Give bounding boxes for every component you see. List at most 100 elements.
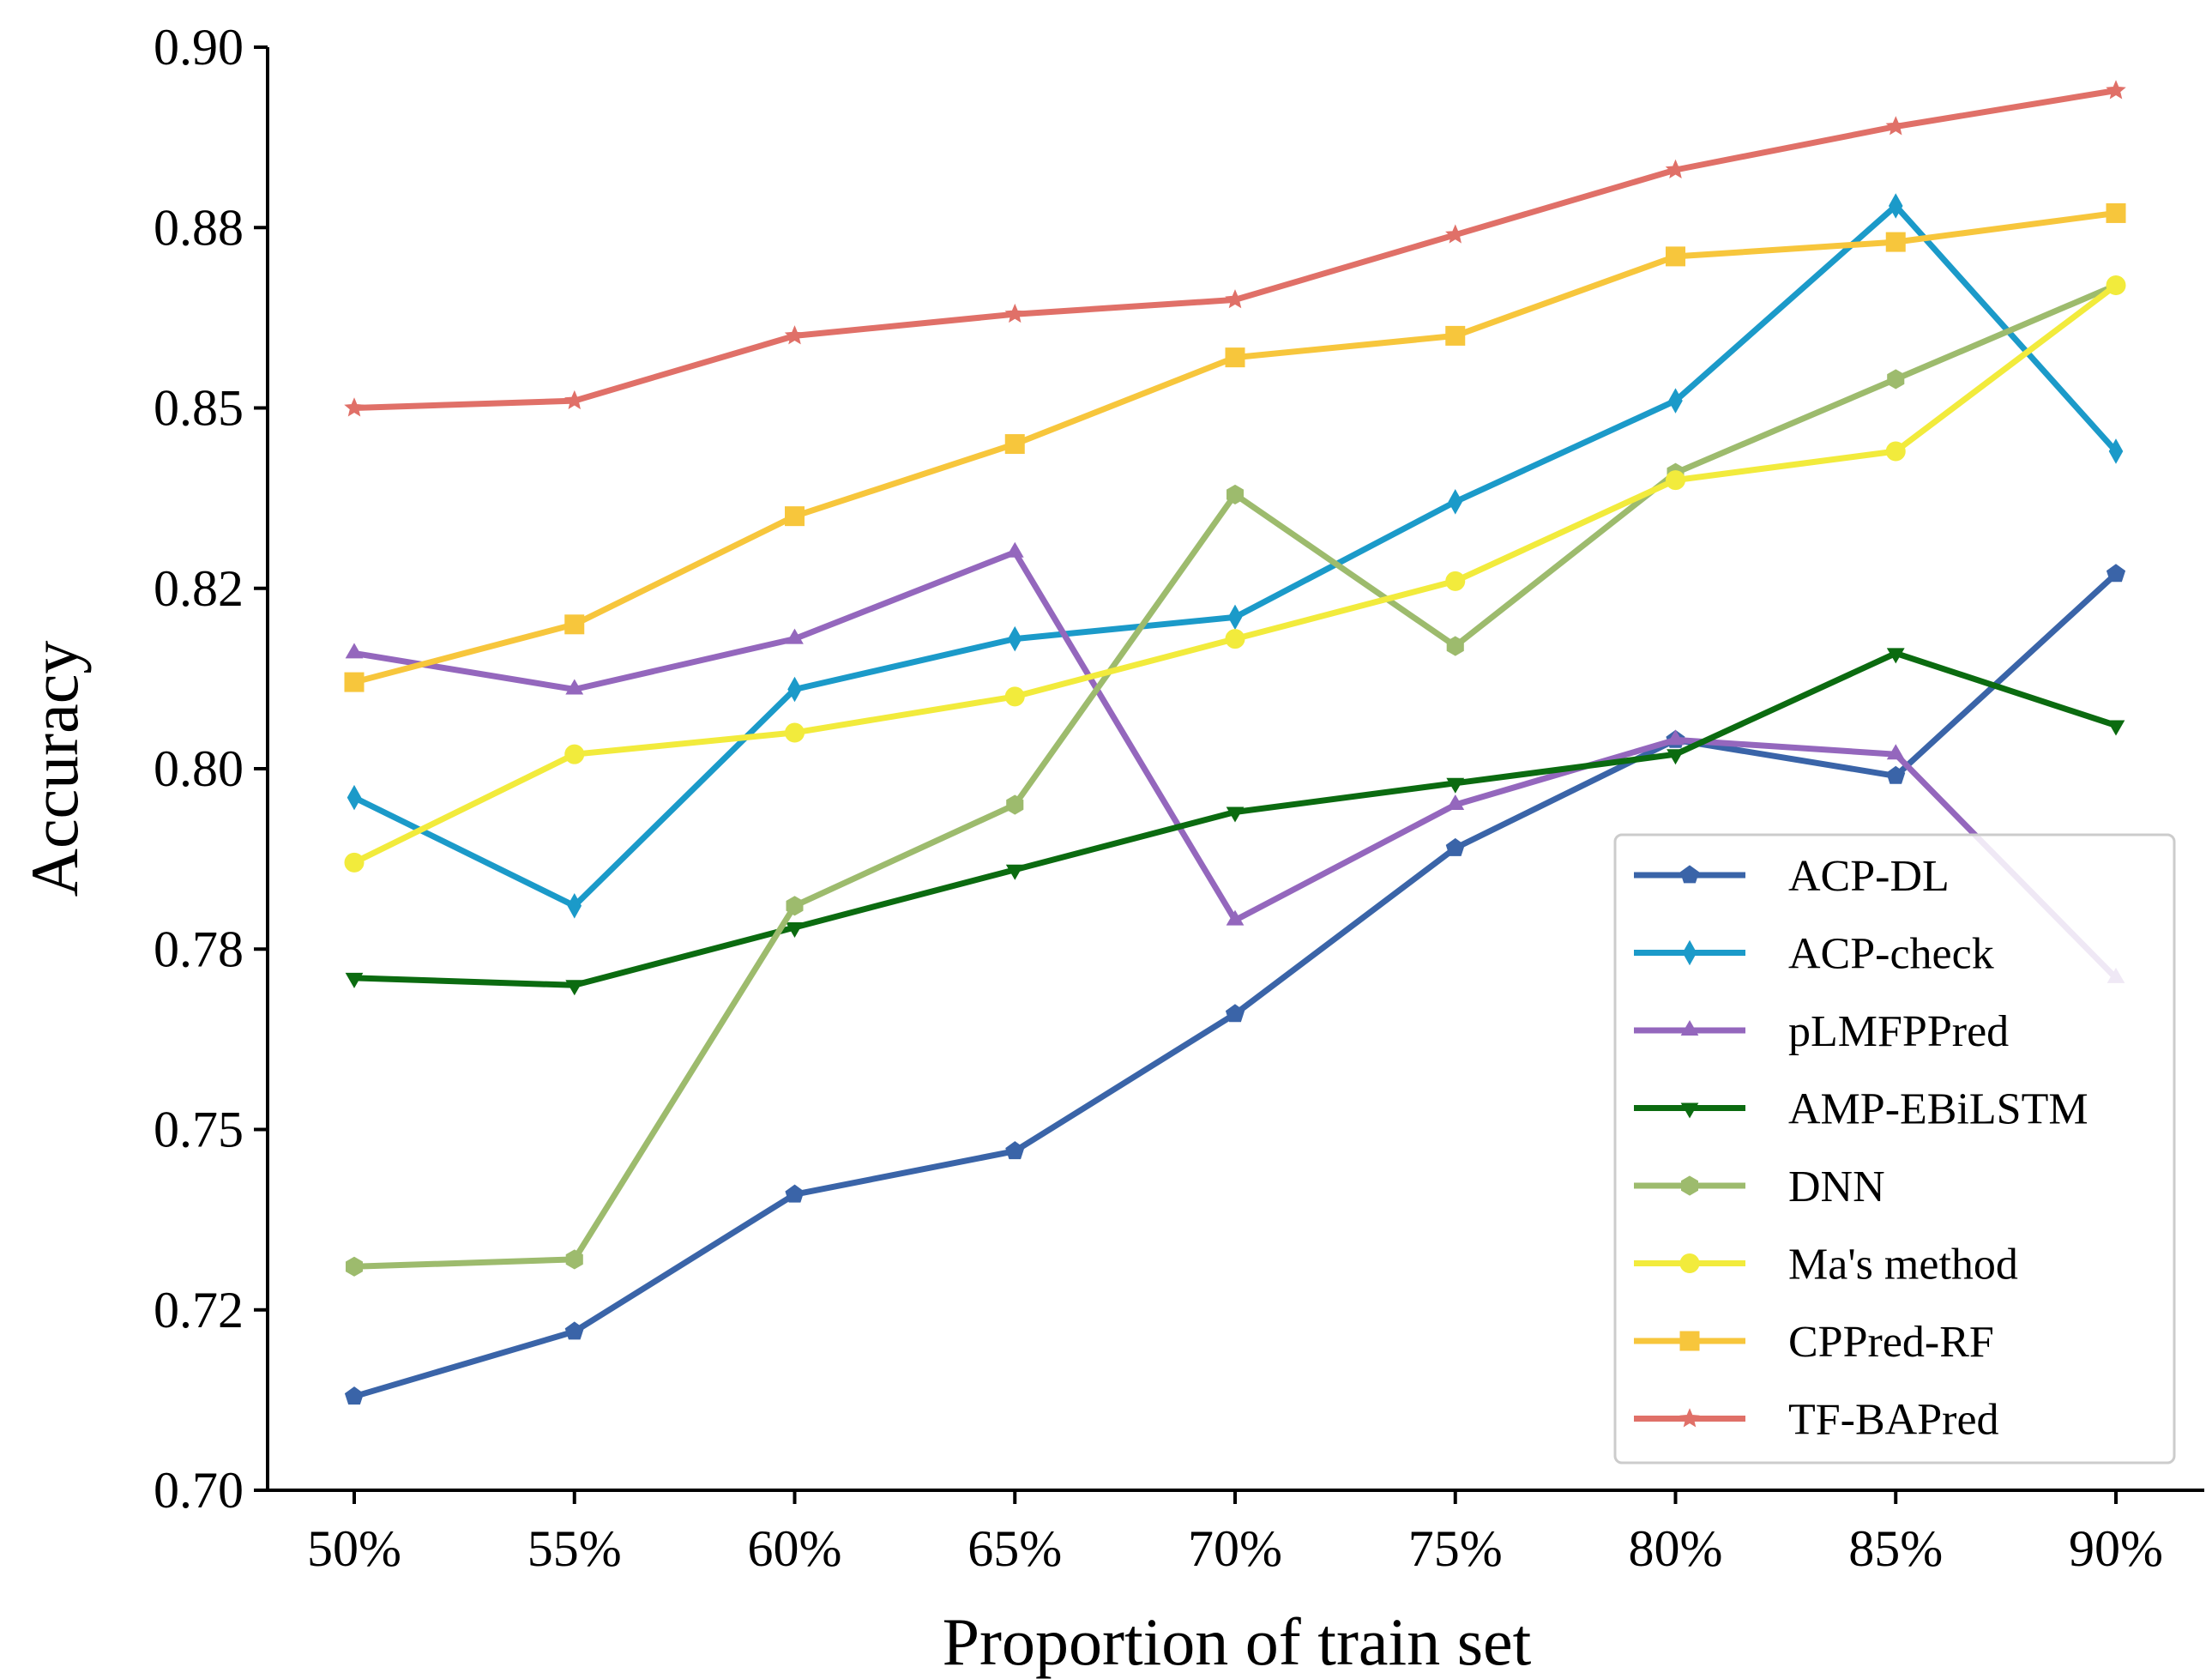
data-point-plmfppred [1446,794,1465,810]
data-point-plmfppred [1005,541,1024,558]
legend-label: ACP-check [1788,930,1994,979]
y-tick-label: 0.75 [154,1102,244,1158]
x-tick-label: 90% [2069,1520,2163,1577]
plot-area: 0.70 0.72 0.75 0.78 0.80 0.82 0.85 0.88 0.90 50%… [154,19,2204,1577]
legend-swatch-marker [1679,1331,1700,1351]
data-point-cppred-rf [564,614,585,635]
legend-entries: ACP-DL ACP-check pLMFPPred AMP-EBiLSTM DNN Ma… [1634,852,2088,1445]
data-point-dnn [565,1249,583,1270]
data-point-acp-check [1888,193,1903,219]
legend: ACP-DL ACP-check pLMFPPred AMP-EBiLSTM DNN Ma… [1613,833,2176,1465]
y-tick-label: 0.82 [154,560,244,617]
series-layer [344,80,2126,1405]
legend-swatch-marker [1682,939,1697,966]
x-tick-label: 80% [1629,1520,1723,1577]
data-point-ma-s-method [1445,571,1466,591]
data-point-amp-ebilstm [1886,648,1905,664]
legend-entry-acp-check: ACP-check [1634,930,1994,979]
data-point-cppred-rf [785,506,805,527]
y-tick-label: 0.72 [154,1282,244,1338]
data-point-cppred-rf [1885,232,1906,252]
data-point-ma-s-method [1885,441,1906,462]
data-point-plmfppred [565,679,584,695]
legend-entry-dnn: DNN [1634,1163,1885,1211]
data-point-tf-bapred [1004,303,1025,323]
data-point-ma-s-method [1004,686,1025,707]
legend-label: TF-BAPred [1788,1396,1999,1445]
y-tick-label: 0.85 [154,380,244,437]
series-acp-dl [344,564,2126,1405]
series-dnn [346,275,2125,1277]
data-point-acp-dl [1005,1141,1025,1160]
data-point-plmfppred [786,628,804,644]
data-point-amp-ebilstm [2107,720,2125,736]
legend-entry-acp-dl: ACP-DL [1634,852,1950,901]
data-point-acp-check [347,784,362,811]
legend-swatch-marker [1680,1102,1699,1119]
data-point-acp-dl [1225,1004,1245,1023]
data-point-amp-ebilstm [1226,806,1245,823]
data-point-cppred-rf [1445,325,1466,346]
data-point-ma-s-method [785,722,805,743]
data-point-tf-bapred [344,397,365,417]
legend-entry-tf-bapred: TF-BAPred [1634,1396,1999,1445]
legend-frame [1613,833,2176,1465]
legend-entry-amp-ebilstm: AMP-EBiLSTM [1634,1085,2088,1134]
data-point-acp-dl [564,1321,584,1340]
x-ticks: 50% 55% 60% 65% 70% 75% 80% 85% 90% [307,1490,2163,1577]
legend-swatch-marker [1680,1019,1699,1036]
data-point-amp-ebilstm [565,980,584,996]
data-point-cppred-rf [2106,202,2126,223]
data-point-amp-ebilstm [1446,777,1465,794]
data-point-tf-bapred [1445,224,1466,244]
x-tick-label: 75% [1408,1520,1503,1577]
data-point-cppred-rf [1666,246,1685,267]
series-cppred-rf [344,202,2126,692]
legend-swatch-marker [1679,865,1700,884]
data-point-plmfppred [1667,729,1685,746]
data-point-tf-bapred [564,390,585,410]
data-point-tf-bapred [1885,116,1906,136]
data-point-acp-dl [1445,837,1465,856]
data-point-plmfppred [345,643,364,659]
data-point-dnn [346,1256,363,1277]
data-point-ma-s-method [344,852,365,873]
legend-entry-plmfppred: pLMFPPred [1634,1007,2009,1056]
x-tick-label: 60% [748,1520,842,1577]
data-point-acp-dl [1886,765,1906,784]
legend-swatch-marker [1679,1253,1700,1273]
x-tick-label: 55% [527,1520,622,1577]
y-tick-label: 0.90 [154,19,244,75]
data-point-acp-check [787,676,802,703]
data-point-tf-bapred [1665,159,1686,178]
data-point-ma-s-method [1225,629,1245,649]
data-point-dnn [1887,369,1905,390]
data-point-dnn [1227,484,1244,504]
data-point-acp-dl [344,1386,365,1405]
data-point-amp-ebilstm [786,922,804,939]
legend-label: AMP-EBiLSTM [1788,1085,2088,1134]
legend-label: CPPred-RF [1788,1318,1994,1367]
data-point-cppred-rf [1004,434,1025,455]
data-point-acp-check [1448,489,1463,515]
y-tick-label: 0.88 [154,199,244,256]
data-point-tf-bapred [2106,80,2126,100]
data-point-plmfppred [1226,909,1245,926]
data-point-dnn [1006,794,1024,815]
legend-label: ACP-DL [1788,852,1950,901]
y-tick-label: 0.78 [154,921,244,977]
data-point-amp-ebilstm [1667,749,1685,765]
data-point-ma-s-method [1666,470,1685,491]
legend-entry-ma-s-method: Ma's method [1634,1241,2018,1289]
series-tf-bapred [344,80,2126,417]
data-point-amp-ebilstm [1005,864,1024,880]
series-amp-ebilstm [345,648,2125,996]
data-point-acp-dl [785,1184,805,1203]
legend-swatch-marker [1679,1408,1700,1428]
legend-label: Ma's method [1788,1241,2018,1289]
data-point-acp-check [1668,388,1683,414]
data-point-ma-s-method [564,744,585,764]
data-point-dnn [1446,636,1464,656]
data-point-acp-check [2108,438,2124,464]
